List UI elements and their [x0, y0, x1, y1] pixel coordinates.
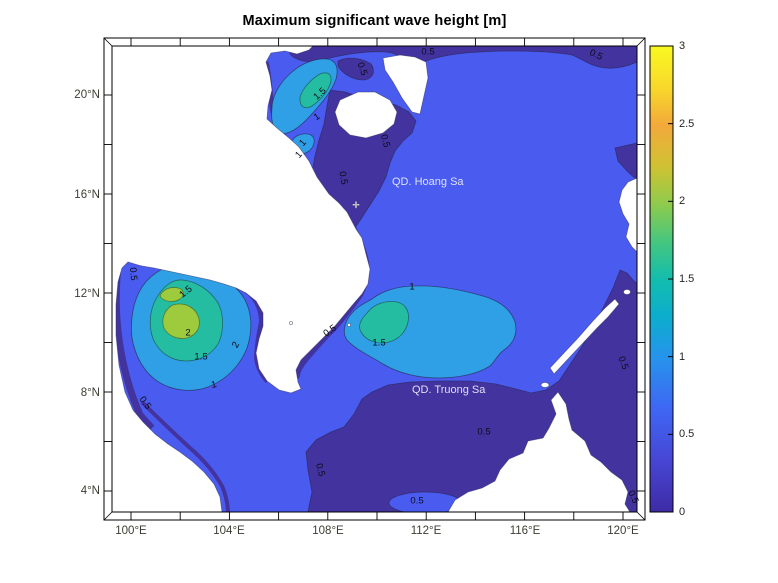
contour-label: 0.5 [477, 426, 491, 438]
band-2-2.5 [159, 287, 200, 339]
y-tick-label: 8°N [80, 387, 100, 399]
colorbar-tick-label: 0.5 [679, 428, 695, 441]
land-layer [112, 46, 637, 512]
colorbar-tick-label: 3 [679, 40, 686, 52]
land-palawan [549, 298, 620, 375]
y-tick-label: 16°N [74, 189, 100, 201]
contour-label: 0.5 [336, 170, 350, 186]
contour-label: 1 [409, 281, 415, 293]
colorbar-tick-marks [668, 45, 673, 513]
x-tick-label: 108°E [312, 525, 344, 537]
x-tick-label: 116°E [509, 525, 541, 537]
contour-label: 0.5 [410, 495, 424, 507]
colorbar-tick-label: 1 [679, 350, 686, 363]
contour-label: 2 [185, 327, 191, 339]
contour-map [112, 46, 637, 512]
page-title: Maximum significant wave height [m] [242, 13, 507, 29]
place-label: QD. Truong Sa [412, 384, 486, 396]
x-tick-label: 112°E [410, 525, 442, 537]
colorbar [649, 45, 674, 513]
colorbar-tick-label: 2.5 [679, 117, 695, 130]
x-tick-label: 104°E [213, 525, 245, 537]
land-luzon [618, 177, 637, 253]
land-borneo [447, 391, 631, 512]
colorbar-tick-label: 1.5 [679, 273, 695, 285]
land-indochina [112, 46, 371, 512]
y-tick-label: 12°N [74, 288, 100, 300]
colorbar-tick-label: 2 [679, 195, 686, 208]
x-tick-label: 100°E [115, 525, 147, 537]
land-hainan [334, 91, 398, 139]
y-tick-label: 4°N [80, 485, 100, 497]
colorbar-tick-label: 0 [679, 506, 686, 518]
contour-label: 0.5 [126, 266, 140, 282]
y-tick-label: 20°N [74, 89, 100, 101]
land-leizhou [382, 54, 429, 115]
contour-label: 0.5 [421, 46, 435, 58]
place-label: QD. Hoang Sa [392, 176, 464, 188]
contour-label: 1.5 [194, 351, 208, 363]
x-tick-label: 120°E [607, 525, 639, 537]
contour-label: 1.5 [372, 337, 386, 349]
axes-frame [103, 37, 646, 521]
